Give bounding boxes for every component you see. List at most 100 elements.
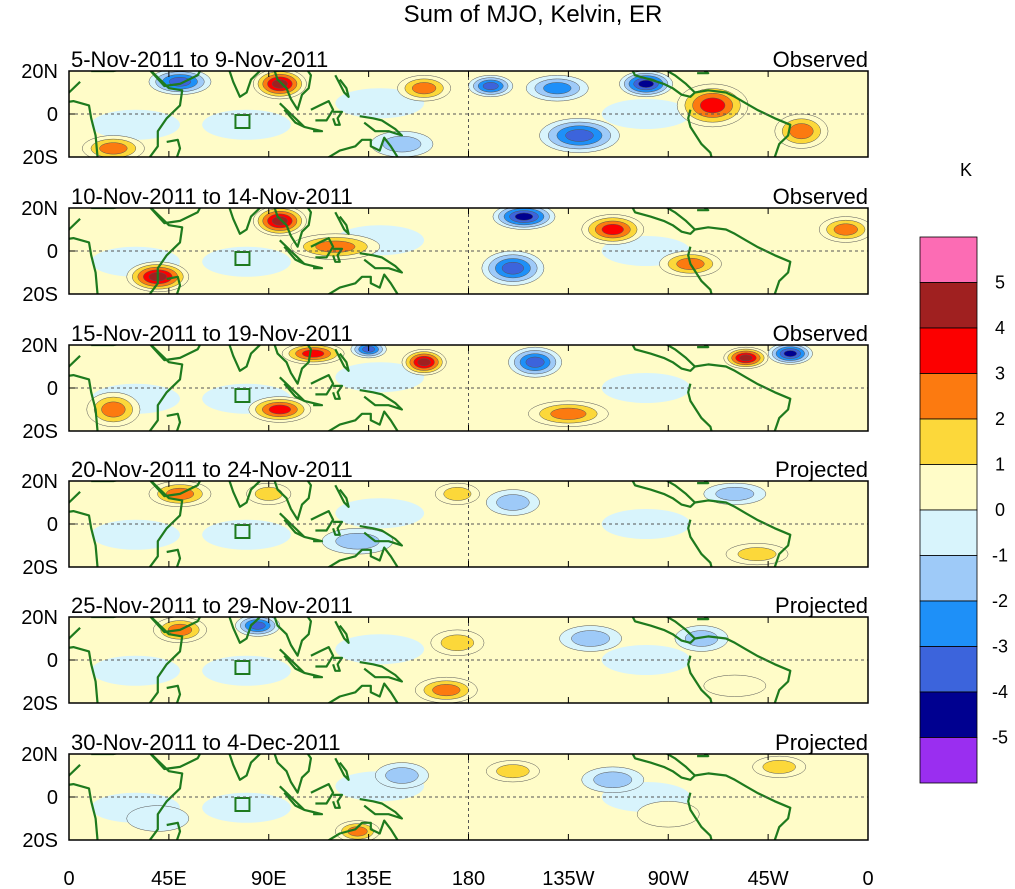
- colorbar-label: -1: [992, 546, 1008, 566]
- anomaly-contour: [202, 792, 291, 823]
- x-tick-label: 180: [452, 868, 485, 889]
- anomaly-field: [69, 481, 846, 567]
- y-tick-label: 20N: [21, 471, 58, 493]
- x-tick-label: 0: [862, 868, 873, 889]
- colorbar-units: K: [960, 160, 972, 180]
- y-tick-label: 20N: [21, 607, 58, 629]
- anomaly-contour: [550, 407, 587, 420]
- colorbar-label: -2: [992, 591, 1008, 611]
- anomaly-contour: [593, 771, 633, 788]
- coastline: [631, 71, 696, 98]
- coastline: [273, 481, 312, 521]
- anomaly-feature: [774, 113, 829, 149]
- coastline: [334, 348, 350, 372]
- anomaly-contour: [636, 801, 700, 828]
- anomaly-field: [69, 345, 846, 431]
- coastline: [327, 410, 400, 431]
- anomaly-contour: [385, 767, 419, 784]
- anomaly-feature: [525, 75, 589, 102]
- panel-period-label: 30-Nov-2011 to 4-Dec-2011: [71, 730, 340, 755]
- y-tick-label: 0: [47, 787, 58, 809]
- coastline: [69, 754, 184, 840]
- coastline: [631, 617, 696, 644]
- panel: 20N 0 20S 25-Nov-2011 to 29-Nov-2011 Project…: [21, 593, 869, 715]
- coastline: [166, 412, 182, 431]
- anomaly-contour: [700, 97, 726, 114]
- coastline: [697, 71, 710, 75]
- anomaly-contour: [757, 498, 846, 529]
- anomaly-contour: [432, 684, 461, 697]
- figure-title: Sum of MJO, Kelvin, ER: [404, 1, 663, 28]
- coastline: [332, 110, 344, 126]
- anomaly-contour: [202, 246, 291, 277]
- colorbar-label: -3: [992, 637, 1008, 657]
- region-box: [234, 797, 251, 812]
- coastline: [279, 239, 306, 265]
- region-box: [234, 388, 251, 403]
- coastline: [273, 754, 312, 794]
- anomaly-contour: [202, 519, 291, 550]
- coastline: [359, 661, 403, 683]
- anomaly-feature: [725, 543, 789, 566]
- anomaly-contour: [412, 82, 437, 95]
- coastline: [697, 208, 710, 212]
- y-tick-label: 20S: [22, 421, 58, 443]
- coastline: [279, 102, 306, 128]
- coastline: [697, 754, 710, 758]
- coastline: [687, 89, 792, 157]
- y-tick-label: 20N: [21, 198, 58, 220]
- colorbar-label: 5: [995, 273, 1005, 293]
- anomaly-feature: [375, 762, 429, 789]
- anomaly-feature: [486, 489, 540, 516]
- anomaly-contour: [401, 394, 491, 425]
- panel: 20N 0 20S 5-Nov-2011 to 9-Nov-2011 Observed: [21, 47, 869, 169]
- colorbar-swatch: [919, 236, 978, 283]
- coastline: [279, 376, 306, 402]
- region-box: [234, 251, 251, 266]
- anomaly-contour: [443, 487, 472, 501]
- panel-status-label: Projected: [775, 457, 868, 482]
- anomaly-contour: [525, 356, 545, 368]
- anomaly-feature: [703, 674, 767, 697]
- coastline: [149, 345, 202, 362]
- colorbar-swatch: [919, 464, 978, 511]
- anomaly-contour: [401, 803, 491, 834]
- coastline: [304, 262, 324, 270]
- anomaly-feature: [492, 208, 556, 230]
- anomaly-contour: [468, 383, 558, 414]
- colorbar-label: 1: [995, 455, 1005, 475]
- coastline: [326, 682, 400, 703]
- coastline: [166, 684, 182, 703]
- anomaly-feature: [252, 71, 307, 100]
- anomaly-feature: [401, 349, 447, 376]
- coastline: [697, 481, 710, 485]
- anomaly-contour: [715, 487, 755, 501]
- anomaly-feature: [397, 75, 451, 102]
- coastline: [327, 136, 400, 157]
- coastline: [310, 510, 335, 532]
- anomaly-contour: [202, 655, 291, 686]
- coastline: [279, 648, 306, 674]
- region-box: [234, 524, 251, 539]
- panel-period-label: 15-Nov-2011 to 19-Nov-2011: [71, 321, 353, 346]
- x-axis: 0 45E 90E 135E 180 135W 90W 45W 0: [63, 868, 873, 889]
- coastline: [149, 754, 202, 771]
- anomaly-contour: [202, 109, 291, 140]
- anomaly-feature: [539, 118, 620, 153]
- y-tick-label: 20N: [21, 61, 58, 83]
- x-tick-label: 135E: [345, 868, 392, 889]
- anomaly-contour: [783, 350, 797, 357]
- panel-status-label: Observed: [773, 47, 868, 72]
- coastline: [69, 71, 184, 157]
- anomaly-contour: [468, 109, 558, 140]
- colorbar-label: 2: [995, 409, 1005, 429]
- anomaly-field: [69, 617, 846, 703]
- coastline: [166, 821, 182, 840]
- coastline: [326, 546, 400, 567]
- coastline: [310, 100, 335, 122]
- coastline: [228, 754, 262, 781]
- coastline: [69, 208, 184, 294]
- coastline: [310, 237, 335, 259]
- coastline: [697, 617, 710, 621]
